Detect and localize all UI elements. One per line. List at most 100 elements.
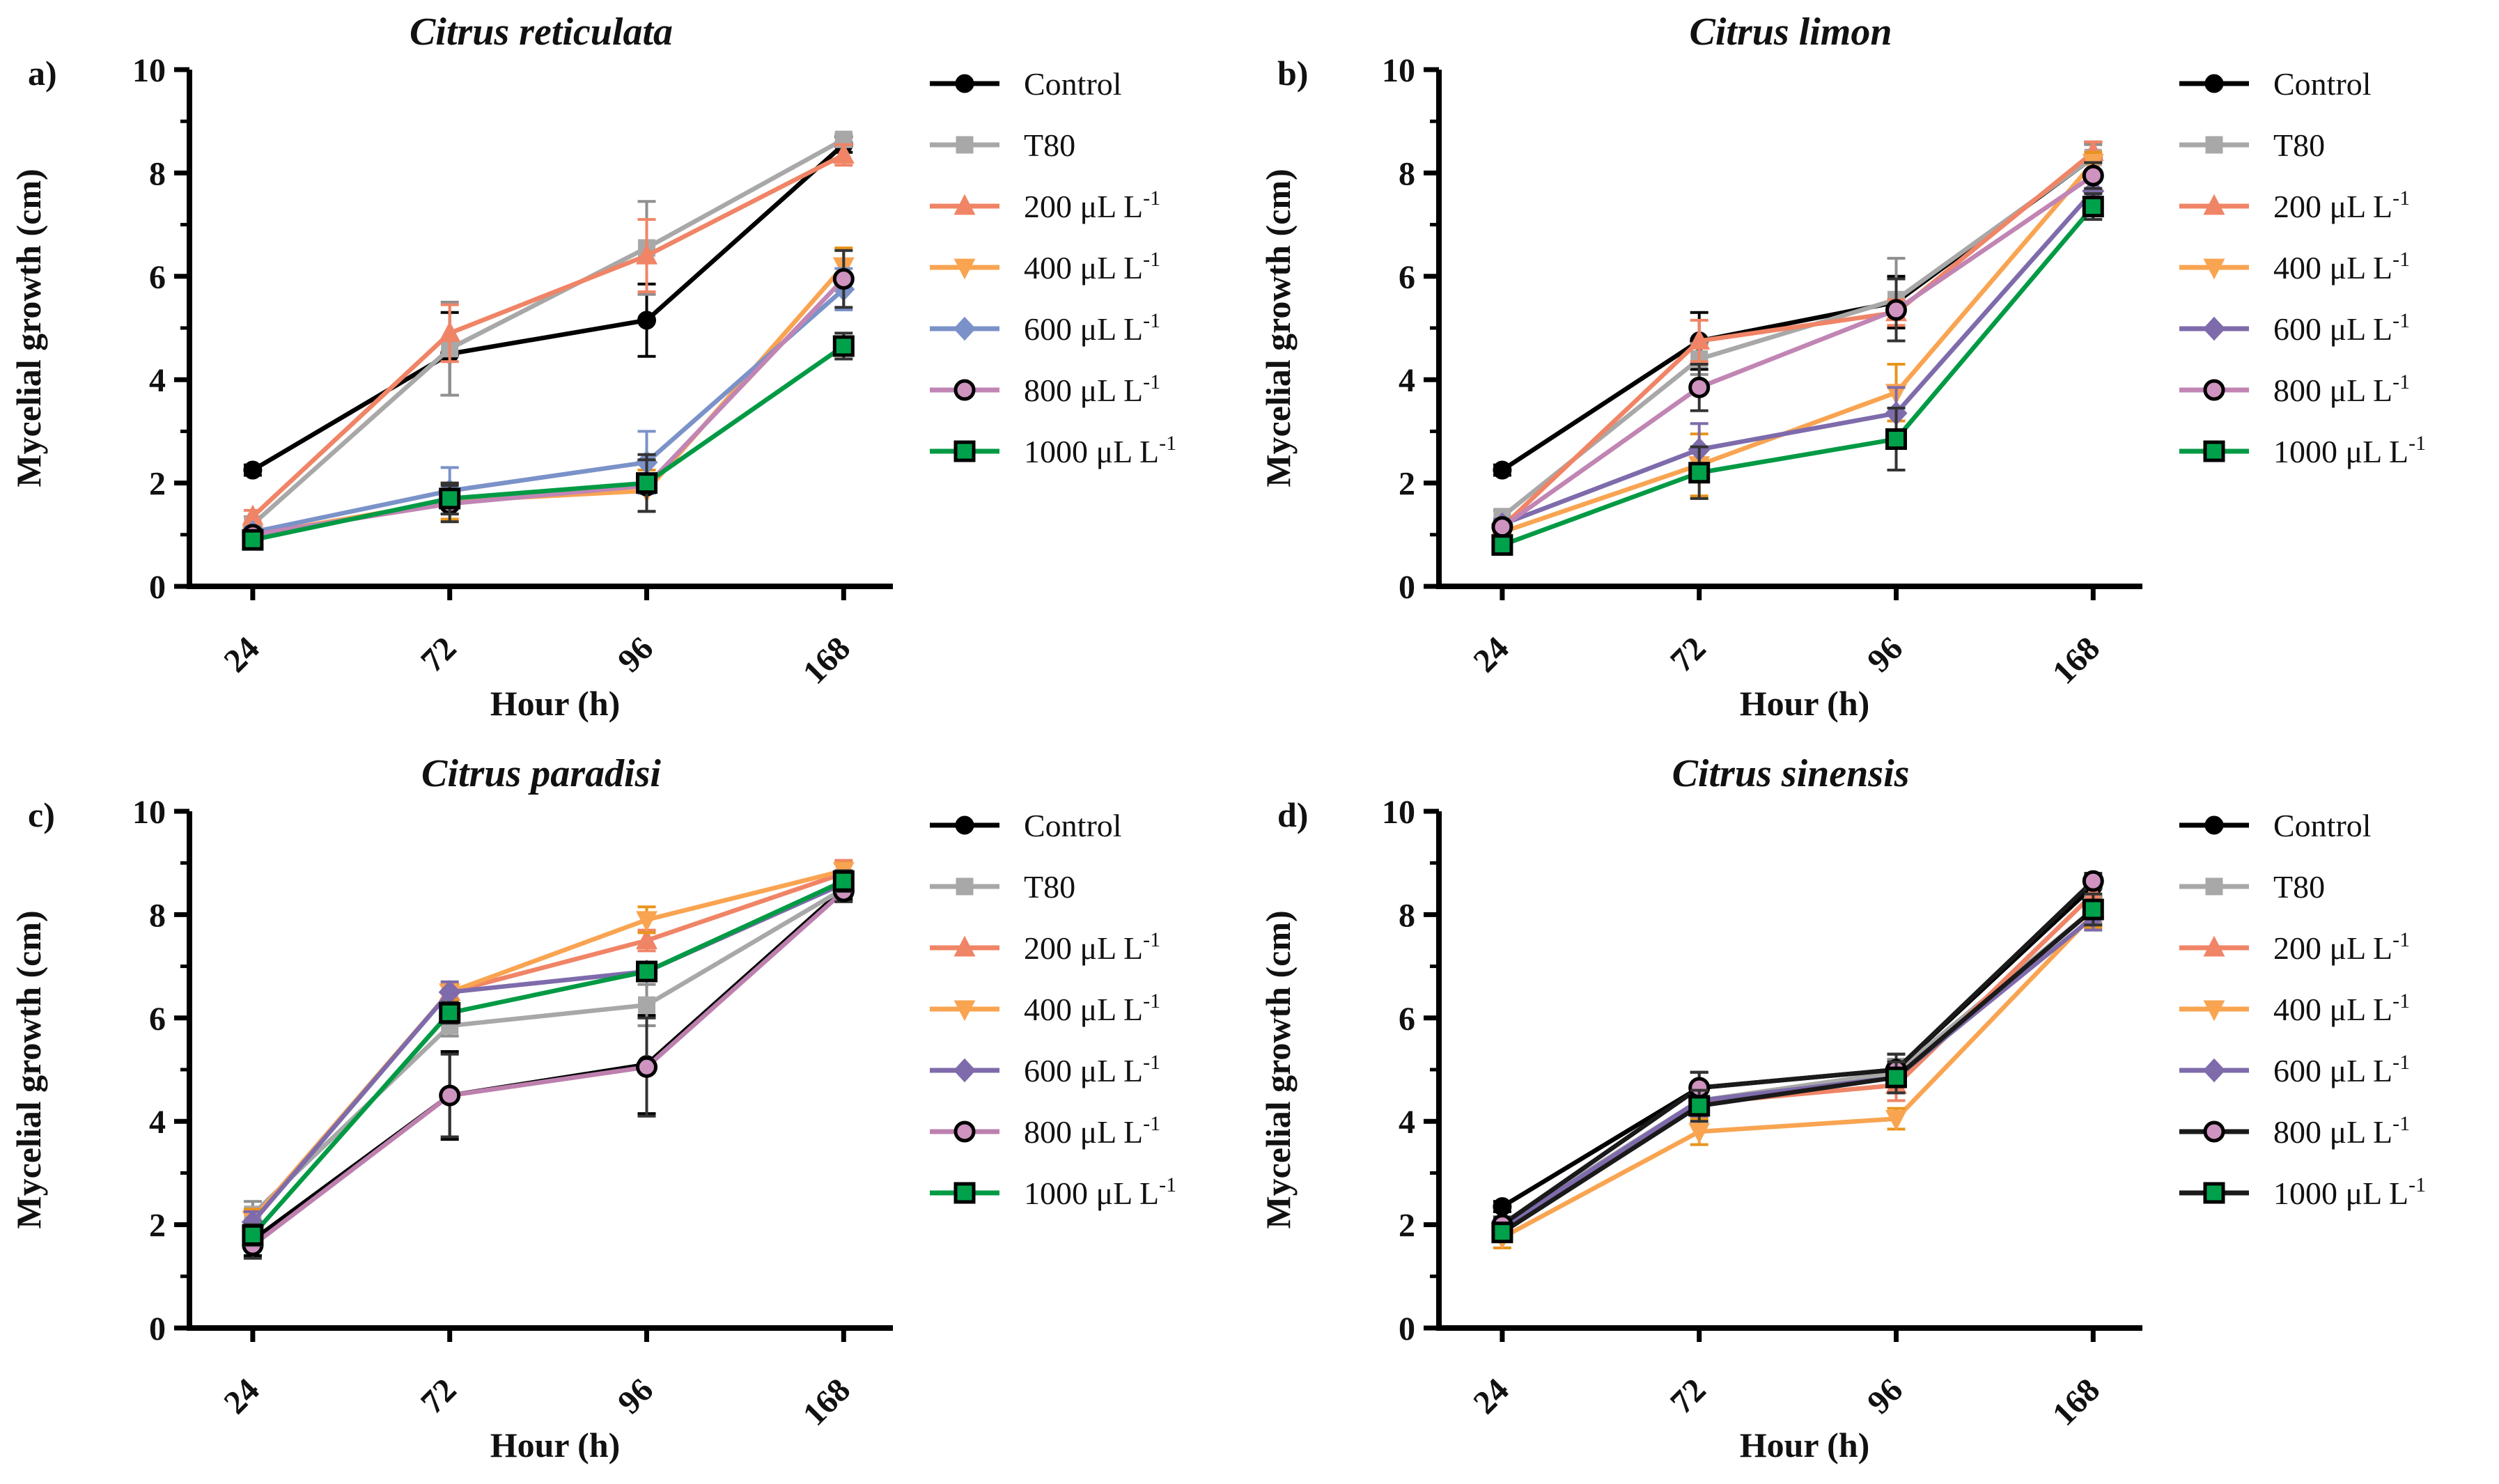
series-marker — [832, 870, 855, 892]
legend-marker — [953, 316, 976, 341]
legend-marker — [953, 258, 976, 280]
series-1000-μl-l — [1491, 192, 2104, 556]
legend-marker — [2205, 877, 2223, 896]
legend-marker — [2203, 935, 2225, 957]
series-marker — [439, 321, 461, 342]
y-tick-label: 4 — [1399, 1104, 1415, 1141]
legend-item-1000-μl-l: 1000 μL L-1 — [930, 1173, 1176, 1211]
series-line — [1500, 891, 2096, 1233]
y-tick-label: 4 — [149, 362, 166, 399]
series-marker — [439, 1084, 461, 1107]
panel-citrus-limon: 0 2 4 6 8 10 24 72 96 168 Citrus limon b) Hour (h) My… — [1250, 0, 2499, 742]
legend-label: T80 — [1024, 869, 1075, 905]
legend-label: T80 — [2273, 127, 2325, 163]
series-line — [1500, 907, 2096, 1235]
series-marker — [439, 1001, 461, 1024]
legend-item-control: Control — [2179, 66, 2372, 102]
y-tick-label: 10 — [1382, 52, 1415, 89]
legend-label: 1000 μL L-1 — [1024, 1173, 1176, 1211]
legend-marker — [2205, 136, 2223, 154]
legend-marker — [955, 815, 974, 835]
y-tick-label: 10 — [132, 794, 166, 831]
x-tick-label: 72 — [1663, 630, 1713, 679]
legend-item-t80: T80 — [2179, 869, 2325, 905]
y-tick-label: 8 — [149, 155, 166, 192]
series-marker — [1491, 1221, 1513, 1244]
legend-label: T80 — [1024, 127, 1075, 163]
legend-marker — [2202, 316, 2226, 341]
legend-item-800-μl-l: 800 μL L-1 — [930, 1112, 1160, 1150]
series-marker — [636, 243, 657, 265]
series-marker — [2082, 870, 2104, 892]
series-marker — [1688, 462, 1711, 484]
legend-label: 800 μL L-1 — [2273, 370, 2410, 408]
legend-item-800-μl-l: 800 μL L-1 — [2179, 1112, 2410, 1150]
legend-a: Control T80 200 μL L-1 400 μL L-1 600 μL L-1… — [930, 66, 1176, 469]
y-tick-label: 4 — [149, 1104, 166, 1141]
series-line — [1500, 155, 2096, 520]
panel-citrus-reticulata: 0 2 4 6 8 10 24 72 96 168 Citrus reticulata a) Hour … — [0, 0, 1250, 742]
y-tick-label: 6 — [149, 259, 166, 296]
series-marker — [1688, 1095, 1711, 1117]
series-control — [1493, 874, 2103, 1217]
legend-label: 1000 μL L-1 — [1024, 432, 1176, 469]
series-marker — [636, 472, 657, 494]
legend-item-200-μl-l: 200 μL L-1 — [930, 928, 1160, 966]
x-tick-label: 168 — [2046, 1371, 2107, 1432]
x-tick-label: 96 — [611, 630, 660, 679]
legend-item-400-μl-l: 400 μL L-1 — [930, 990, 1160, 1027]
chart-title: Citrus limon — [1689, 10, 1892, 54]
y-tick-label: 0 — [149, 569, 166, 606]
y-tick-label: 0 — [149, 1311, 166, 1348]
x-tick-label: 24 — [217, 630, 266, 679]
legend-d: Control T80 200 μL L-1 400 μL L-1 600 μL L-1… — [2179, 808, 2426, 1211]
legend-marker — [953, 935, 976, 957]
legend-item-t80: T80 — [930, 127, 1075, 163]
legend-item-1000-μl-l: 1000 μL L-1 — [930, 432, 1176, 469]
series-control — [243, 135, 853, 480]
series-line — [1500, 204, 2096, 547]
y-tick-label: 6 — [1399, 259, 1415, 296]
series-marker — [1688, 1123, 1711, 1144]
legend-c: Control T80 200 μL L-1 400 μL L-1 600 μL L-1… — [930, 808, 1176, 1211]
series-200-μl-l — [1491, 140, 2104, 536]
series-marker — [1885, 1109, 1907, 1131]
series-200-μl-l — [242, 859, 855, 1232]
legend-item-control: Control — [2179, 808, 2372, 843]
series-line — [250, 136, 846, 527]
series-line — [1500, 884, 2096, 1209]
legend-marker — [953, 1058, 976, 1083]
x-tick-label: 96 — [611, 1371, 660, 1421]
series-line — [250, 881, 846, 1225]
y-tick-label: 8 — [1399, 897, 1415, 934]
legend-label: 200 μL L-1 — [1024, 928, 1160, 966]
legend-item-400-μl-l: 400 μL L-1 — [2179, 990, 2410, 1027]
series-200-μl-l — [1491, 882, 2104, 1242]
series-line — [250, 343, 846, 542]
legend-marker — [2203, 1182, 2225, 1204]
y-tick-label: 2 — [149, 466, 166, 503]
series-800-μl-l — [1491, 870, 2104, 1236]
series-line — [250, 887, 846, 1217]
panel-citrus-paradisi: 0 2 4 6 8 10 24 72 96 168 Citrus paradisi c) Hour (h… — [0, 742, 1250, 1483]
series-marker — [243, 460, 263, 480]
x-axis-label: Hour (h) — [490, 1426, 621, 1465]
legend-marker — [953, 1182, 976, 1204]
x-tick-label: 168 — [796, 1371, 857, 1432]
legend-label: 200 μL L-1 — [1024, 187, 1160, 224]
series-line — [1500, 189, 2096, 527]
series-marker — [832, 335, 855, 357]
series-line — [1500, 173, 2096, 529]
legend-label: 400 μL L-1 — [2273, 248, 2410, 286]
legend-item-control: Control — [930, 66, 1122, 102]
legend-item-200-μl-l: 200 μL L-1 — [2179, 187, 2410, 224]
series-marker — [1885, 1066, 1907, 1088]
y-tick-label: 10 — [132, 52, 166, 89]
legend-label: 800 μL L-1 — [1024, 1112, 1160, 1150]
chart-title: Citrus reticulata — [410, 10, 673, 54]
legend-label: 600 μL L-1 — [2273, 309, 2410, 347]
legend-marker — [2203, 1000, 2225, 1022]
